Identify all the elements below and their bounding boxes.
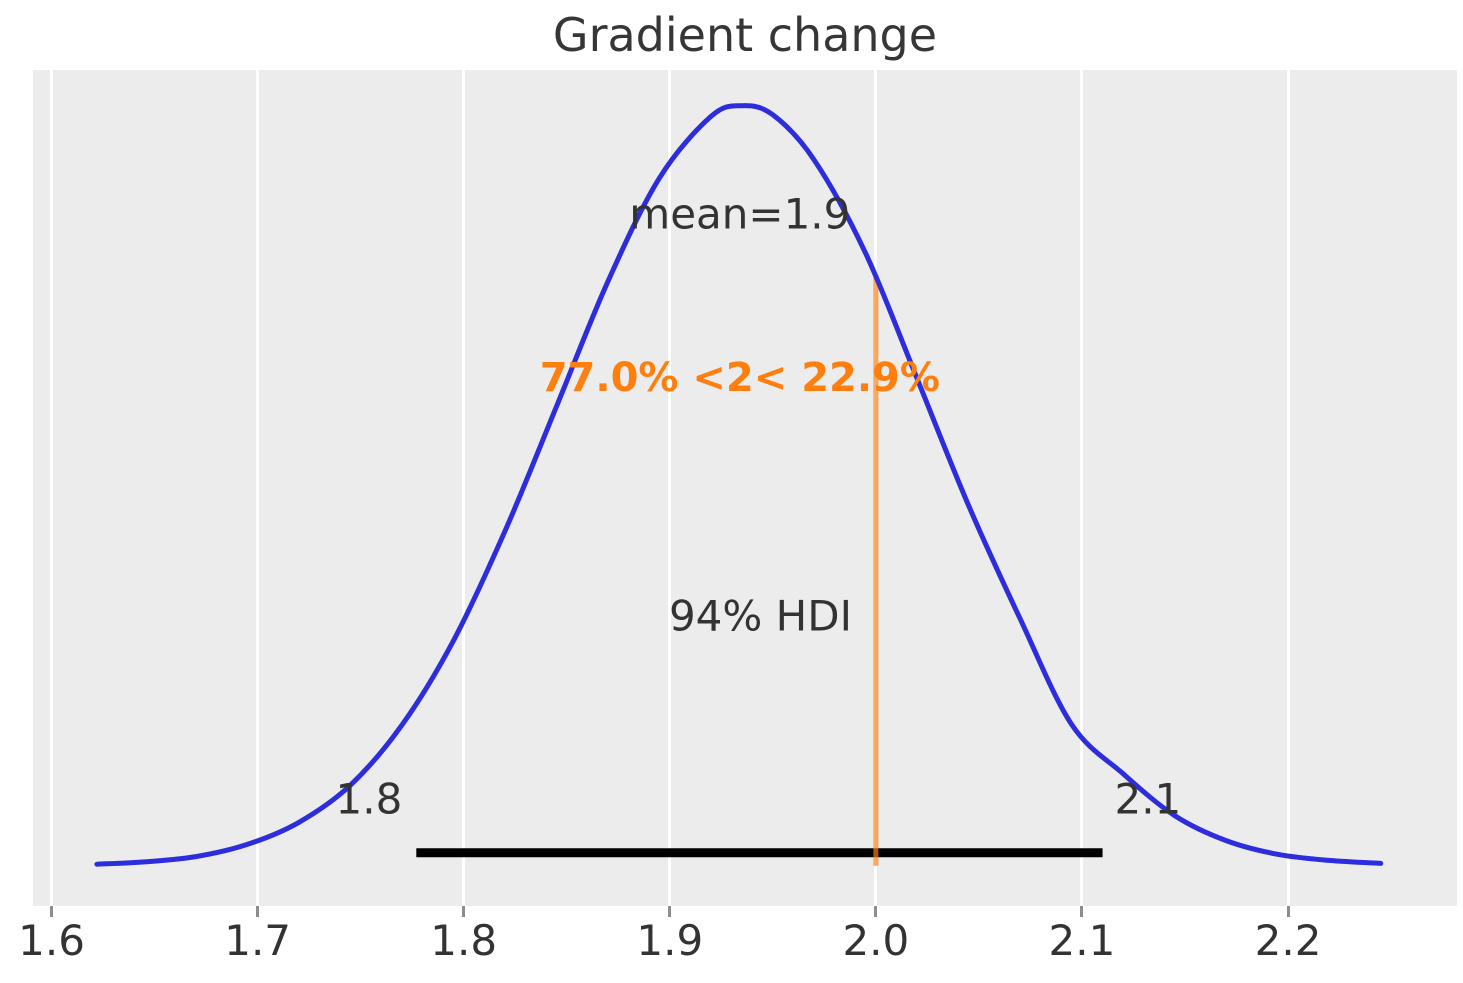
- x-tickmark-2.1: [1080, 906, 1084, 917]
- x-ticklabel-1.6: 1.6: [18, 916, 85, 965]
- x-ticklabel-2.0: 2.0: [842, 916, 910, 965]
- gridline-1.9: [668, 70, 672, 906]
- x-ticklabel-2.2: 2.2: [1254, 916, 1322, 965]
- hdi-label: 94% HDI: [668, 591, 852, 641]
- gridline-1.6: [50, 70, 54, 906]
- hdi-lower-bound-label: 1.8: [335, 774, 403, 824]
- mean-label: mean=1.9: [629, 189, 851, 239]
- x-ticklabel-2.1: 2.1: [1048, 916, 1116, 965]
- hdi-upper-bound-label: 2.1: [1114, 774, 1182, 824]
- x-ticklabel-1.7: 1.7: [224, 916, 292, 965]
- gridline-2.1: [1080, 70, 1084, 906]
- x-tickmark-1.6: [50, 906, 54, 917]
- x-tickmark-1.9: [668, 906, 672, 917]
- ref-val-annotation: 77.0% <2< 22.9%: [539, 354, 940, 401]
- gridline-2.2: [1286, 70, 1290, 906]
- gridline-1.8: [462, 70, 466, 906]
- plot-area: [33, 70, 1457, 906]
- x-ticklabel-1.9: 1.9: [636, 916, 704, 965]
- plot-title: Gradient change: [552, 8, 938, 62]
- gridline-1.7: [256, 70, 260, 906]
- x-tickmark-2.2: [1286, 906, 1290, 917]
- x-tickmark-2.0: [874, 906, 878, 917]
- x-tickmark-1.8: [462, 906, 466, 917]
- x-ticklabel-1.8: 1.8: [430, 916, 498, 965]
- x-tickmark-1.7: [256, 906, 260, 917]
- kde-curve: [94, 103, 1384, 867]
